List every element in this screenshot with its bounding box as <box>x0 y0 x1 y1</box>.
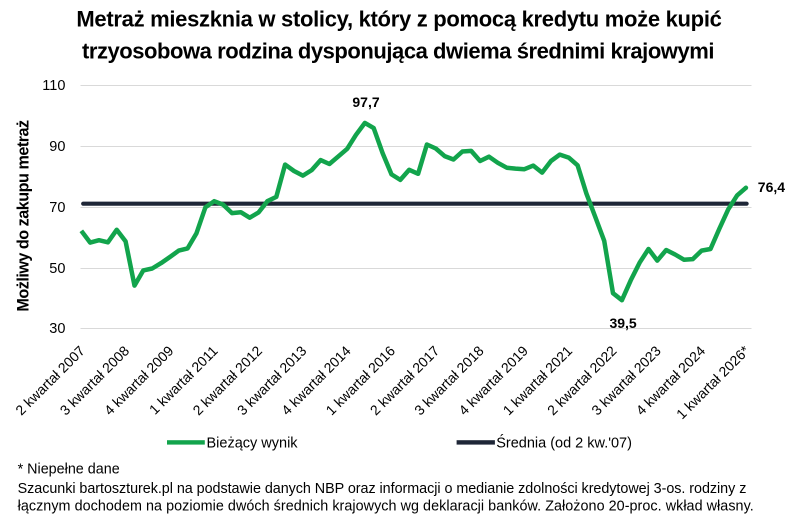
svg-text:97,7: 97,7 <box>352 94 379 110</box>
svg-text:* Niepełne dane: * Niepełne dane <box>18 462 120 478</box>
svg-text:30: 30 <box>49 321 65 337</box>
svg-text:39,5: 39,5 <box>609 315 636 331</box>
svg-text:90: 90 <box>49 139 65 155</box>
svg-text:Bieżący wynik: Bieżący wynik <box>207 436 299 452</box>
svg-text:70: 70 <box>49 200 65 216</box>
svg-text:Metraż mieszknia w stolicy, kt: Metraż mieszknia w stolicy, który z pomo… <box>76 7 721 32</box>
svg-text:Szacunki bartoszturek.pl na po: Szacunki bartoszturek.pl na podstawie da… <box>18 481 747 497</box>
svg-text:76,4: 76,4 <box>758 179 785 195</box>
svg-text:trzyosobowa rodzina dysponując: trzyosobowa rodzina dysponująca dwiema ś… <box>82 39 714 64</box>
svg-text:Możliwy do zakupu metraż: Możliwy do zakupu metraż <box>15 120 33 312</box>
svg-text:110: 110 <box>42 78 65 94</box>
svg-text:Średnia (od 2 kw.'07): Średnia (od 2 kw.'07) <box>496 434 632 452</box>
svg-text:łącznym dochodem na poziomie d: łącznym dochodem na poziomie dwóch średn… <box>18 499 754 515</box>
svg-text:50: 50 <box>49 261 65 277</box>
